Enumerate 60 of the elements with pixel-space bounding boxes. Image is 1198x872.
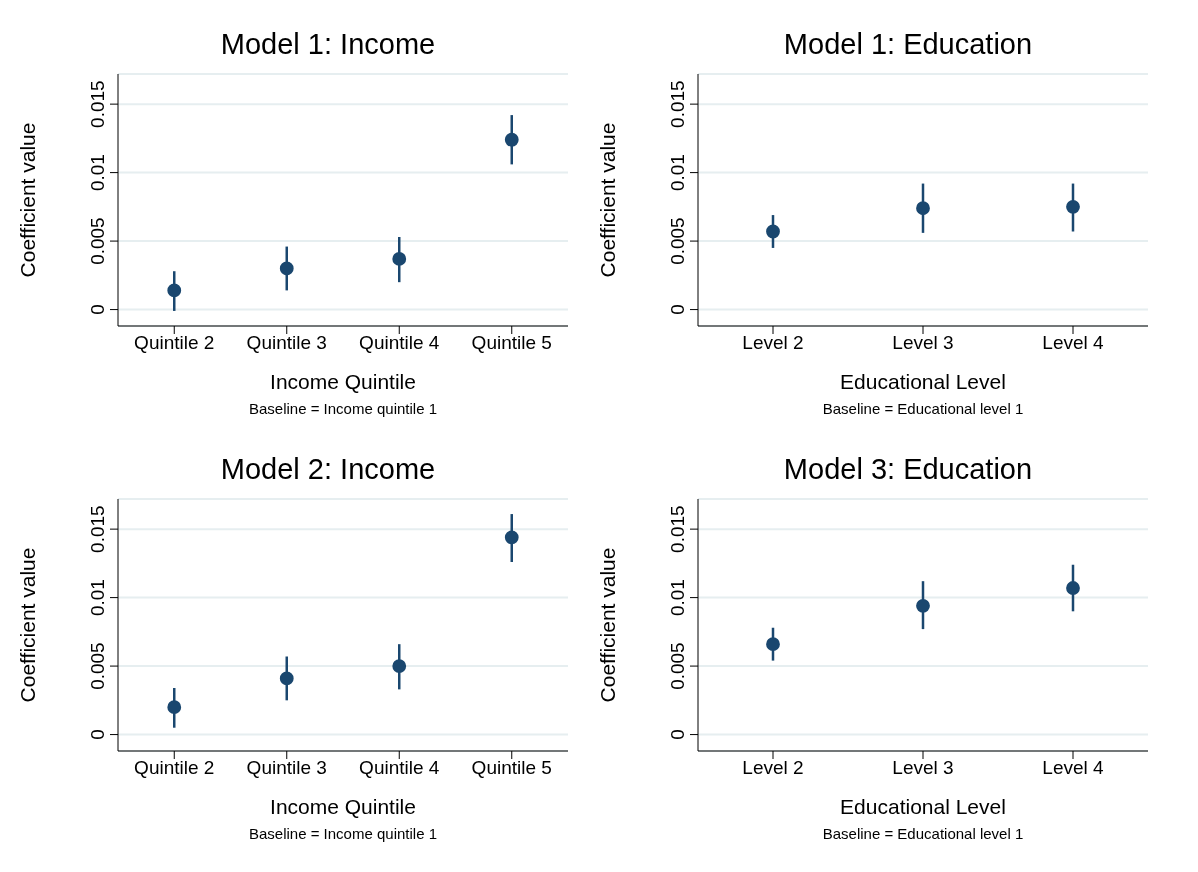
- x-axis-title: Income Quintile: [269, 370, 417, 394]
- x-axis-title: Educational Level: [839, 370, 1007, 394]
- y-axis-title: Coefficient value: [16, 547, 40, 703]
- x-axis-title: Income Quintile: [269, 795, 417, 819]
- text: Baseline = Income quintile 1: [247, 400, 438, 417]
- point: [392, 251, 407, 266]
- y-tick-label: 0: [87, 729, 108, 740]
- chart-title: Model 3: Education: [782, 453, 1034, 487]
- x-tick-label: Quintile 4: [359, 757, 440, 779]
- y-tick-label: 0.005: [87, 642, 108, 690]
- point: [504, 530, 519, 545]
- point: [916, 201, 930, 216]
- y-tick-label: 0.005: [87, 217, 108, 265]
- text: Baseline = Income quintile 1: [247, 825, 438, 842]
- x-tick-label: Quintile 4: [359, 332, 440, 354]
- x-tick-label: Level 2: [742, 332, 804, 354]
- x-tick-label: Quintile 5: [471, 332, 552, 354]
- y-tick-label: 0.01: [87, 154, 108, 192]
- point: [167, 283, 182, 298]
- y-tick-label: 0: [87, 304, 108, 315]
- point: [392, 659, 407, 673]
- point: [916, 598, 930, 613]
- point: [279, 671, 294, 686]
- y-tick-label: 0.01: [667, 579, 688, 617]
- chart-title: Model 1: Education: [782, 28, 1034, 62]
- y-tick-label: 0.015: [87, 80, 108, 128]
- x-tick-label: Level 2: [742, 757, 804, 779]
- y-axis-title: Coefficient value: [596, 547, 620, 703]
- chart-title: Model 1: Income: [219, 28, 437, 62]
- point: [167, 700, 182, 715]
- x-tick-label: Level 4: [1042, 757, 1105, 779]
- point: [766, 637, 780, 652]
- x-tick-label: Quintile 2: [134, 757, 215, 779]
- chart-title: Model 2: Income: [219, 453, 437, 487]
- point: [279, 261, 294, 276]
- x-tick-label: Level 3: [892, 332, 954, 354]
- y-tick-label: 0.015: [87, 505, 108, 553]
- point: [1066, 581, 1080, 595]
- y-tick-label: 0.01: [87, 579, 108, 617]
- point: [1066, 199, 1080, 214]
- x-tick-label: Quintile 3: [246, 757, 327, 779]
- x-tick-label: Quintile 5: [471, 757, 552, 779]
- y-tick-label: 0.01: [667, 154, 688, 192]
- x-tick-label: Level 3: [892, 757, 954, 779]
- x-axis-title: Educational Level: [839, 795, 1007, 819]
- x-tick-label: Level 4: [1042, 332, 1105, 354]
- y-tick-label: 0.005: [667, 642, 688, 690]
- text: Baseline = Educational level 1: [821, 400, 1025, 417]
- y-axis-title: Coefficient value: [16, 122, 40, 278]
- x-tick-label: Quintile 2: [134, 332, 215, 354]
- y-tick-label: 0: [667, 729, 688, 740]
- point: [766, 224, 780, 239]
- point: [504, 132, 519, 147]
- text: Baseline = Educational level 1: [821, 825, 1025, 842]
- y-axis-title: Coefficient value: [596, 122, 620, 278]
- x-tick-label: Quintile 3: [246, 332, 327, 354]
- y-tick-label: 0.015: [667, 505, 688, 553]
- y-tick-label: 0.005: [667, 217, 688, 265]
- y-tick-label: 0: [667, 304, 688, 315]
- y-tick-label: 0.015: [667, 80, 688, 128]
